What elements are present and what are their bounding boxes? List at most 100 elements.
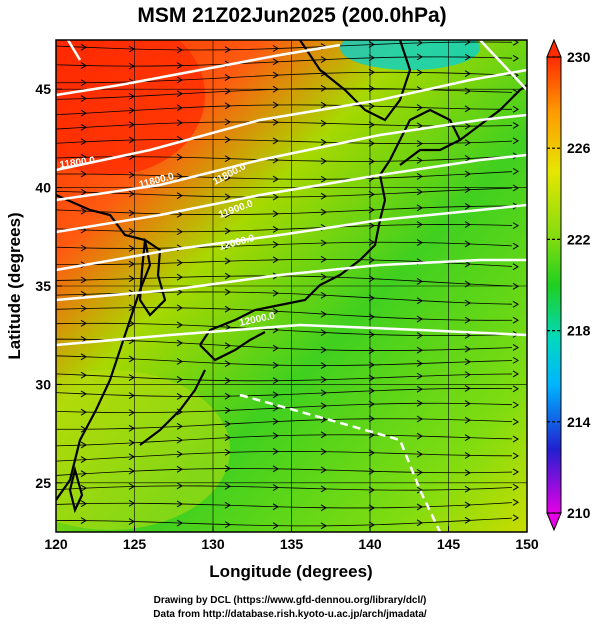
wind-arrow — [272, 58, 279, 66]
wind-arrow — [224, 323, 231, 331]
streamline — [56, 291, 513, 305]
height-contour — [56, 113, 527, 202]
wind-arrow — [512, 452, 519, 460]
wind-arrow — [368, 206, 375, 214]
wind-streamlines — [56, 40, 519, 530]
colorbar-tick-label: 222 — [567, 231, 591, 247]
wind-arrow — [272, 432, 279, 440]
wind-arrow — [224, 102, 231, 110]
wind-arrow — [464, 170, 471, 178]
wind-arrow — [80, 319, 87, 327]
wind-arrow — [128, 244, 135, 252]
wind-arrow — [128, 409, 135, 417]
wind-arrow — [272, 71, 279, 79]
wind-arrow — [80, 371, 87, 379]
credit-drawing: Drawing by DCL (https://www.gfd-dennou.o… — [154, 595, 427, 606]
streamline — [56, 322, 513, 337]
wind-arrow — [128, 439, 135, 447]
wind-arrow — [512, 105, 519, 113]
wind-arrow — [416, 315, 423, 323]
wind-arrow — [176, 153, 183, 161]
wind-arrow — [128, 171, 135, 179]
wind-arrow — [368, 415, 375, 423]
wind-arrow — [368, 449, 375, 457]
wind-arrow — [368, 85, 375, 92]
wind-arrow — [224, 377, 231, 385]
wind-arrow — [224, 174, 231, 182]
wind-arrow — [320, 119, 327, 127]
streamline — [56, 485, 513, 492]
wind-arrow — [176, 482, 183, 490]
wind-arrow — [320, 448, 327, 456]
wind-arrow — [80, 123, 87, 131]
wind-arrow — [368, 256, 375, 264]
streamline — [56, 224, 513, 233]
streamline — [56, 87, 513, 100]
wind-arrow — [128, 45, 135, 53]
wind-arrow — [128, 483, 135, 490]
wind-arrow — [368, 467, 375, 475]
streamline — [56, 418, 513, 430]
wind-arrow — [368, 41, 375, 48]
coastline — [68, 465, 84, 514]
wind-arrow — [320, 329, 327, 337]
wind-arrow — [368, 331, 375, 339]
wind-arrow — [416, 503, 423, 511]
wind-arrow — [128, 467, 135, 475]
wind-arrow — [416, 53, 423, 61]
streamline — [56, 205, 513, 216]
wind-arrow — [176, 119, 183, 127]
colorbar: 230 226 222 218 214 210 — [546, 38, 591, 532]
wind-arrow — [320, 208, 327, 216]
streamline — [56, 171, 513, 180]
wind-arrow — [464, 416, 471, 424]
wind-arrow — [320, 56, 327, 63]
streamline — [56, 434, 513, 447]
streamline — [56, 41, 513, 51]
wind-arrow — [80, 456, 87, 463]
wind-arrow — [176, 273, 183, 281]
wind-arrow — [512, 184, 519, 192]
wind-arrow — [320, 389, 327, 397]
credit-data: Data from http://database.rish.kyoto-u.a… — [153, 609, 427, 620]
wind-arrow — [272, 503, 279, 511]
wind-arrow — [176, 519, 183, 527]
wind-arrow — [320, 362, 327, 370]
wind-arrow — [416, 156, 423, 164]
wind-arrow — [416, 399, 423, 407]
streamline — [56, 241, 513, 249]
wind-arrow — [320, 291, 327, 299]
height-contour — [56, 258, 527, 302]
wind-arrow — [512, 242, 519, 250]
wind-arrow — [272, 241, 279, 248]
wind-arrow — [128, 275, 135, 283]
wind-arrow — [272, 361, 279, 369]
wind-arrow — [512, 385, 519, 393]
wind-arrow — [368, 361, 375, 369]
x-tick-label: 130 — [201, 536, 225, 552]
wind-arrow — [416, 69, 423, 76]
wind-arrow — [80, 290, 87, 298]
wind-arrow — [320, 346, 327, 354]
wind-arrow — [272, 484, 279, 491]
wind-arrow — [272, 193, 279, 201]
wind-arrow — [224, 501, 231, 509]
wind-arrow — [368, 431, 375, 439]
wind-arrow — [512, 514, 519, 522]
wind-arrow — [176, 304, 183, 312]
wind-arrow — [224, 482, 231, 490]
wind-arrow — [272, 522, 279, 530]
wind-arrow — [464, 87, 471, 95]
wind-arrow — [128, 453, 135, 461]
contour-label: 11800.0 — [59, 155, 96, 171]
wind-arrow — [416, 140, 423, 148]
wind-arrow — [464, 434, 471, 442]
wind-arrow — [80, 138, 87, 146]
colorbar-tick-label: 214 — [567, 414, 591, 430]
wind-arrow — [128, 92, 135, 100]
streamline — [56, 402, 513, 414]
wind-arrow — [80, 441, 87, 449]
wind-arrow — [416, 360, 423, 367]
map-title: MSM 21Z02Jun2025 (200.0hPa) — [137, 4, 446, 27]
